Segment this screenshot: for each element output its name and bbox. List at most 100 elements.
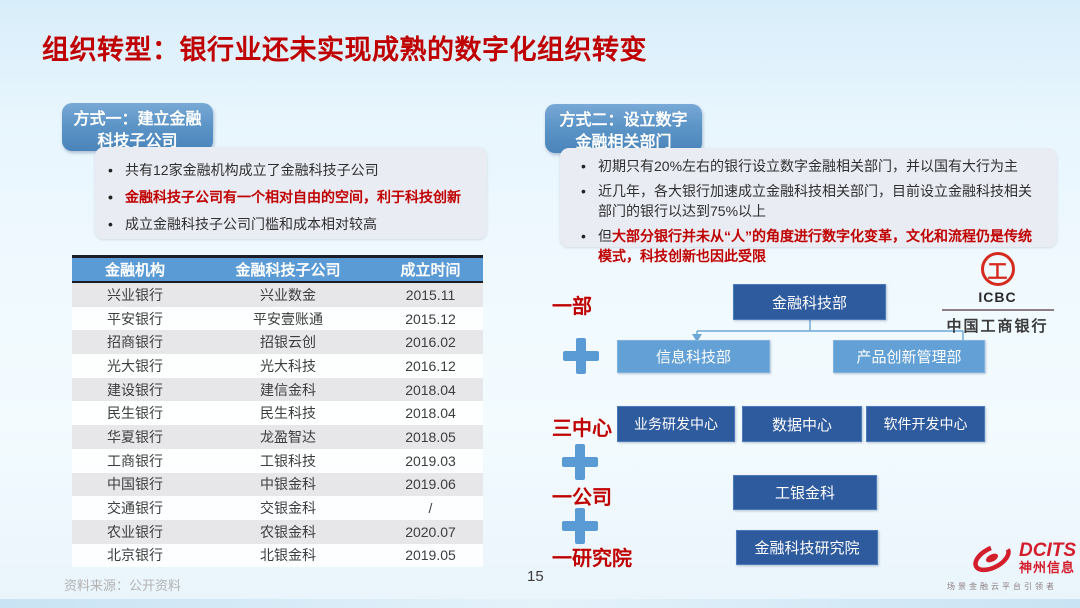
org-label-one-dept: 一部 — [552, 296, 592, 318]
page-number: 15 — [527, 568, 544, 585]
table-cell: 2016.12 — [405, 357, 456, 374]
table-cell: 2019.03 — [405, 452, 456, 469]
table-cell: 华夏银行 — [107, 428, 163, 445]
table-cell: 农业银行 — [107, 523, 163, 540]
method-two-badge: 方式二：设立数字 金融相关部门 — [545, 104, 702, 153]
table-cell: 民生科技 — [260, 405, 316, 422]
table-cell: 工银科技 — [260, 452, 316, 469]
table-row: 华夏银行 龙盈智达 2018.05 — [72, 425, 483, 449]
table-cell: 工商银行 — [107, 452, 163, 469]
icbc-logo: 工 ICBC 中国工商银行 — [935, 252, 1060, 336]
bullet-item: • 初期只有20%左右的银行设立数字金融相关部门，并以国有大行为主 — [581, 157, 1043, 177]
table-cell: 建信金科 — [260, 381, 316, 398]
table-cell: 北京银行 — [107, 547, 163, 564]
bullet-text: 但 — [598, 227, 612, 244]
plus-icon — [562, 444, 598, 480]
bullet-item: • 但大部分银行并未从“人”的角度进行数字化变革，文化和流程仍是传统模式，科技创新… — [581, 227, 1043, 267]
org-box-icbc-fintech-company: 工银金科 — [733, 475, 877, 510]
table-cell: 兴业银行 — [107, 286, 163, 303]
table-cell: 北银金科 — [260, 547, 316, 564]
badge-line: 方式一：建立金融 — [73, 111, 202, 128]
org-box-fintech-institute: 金融科技研究院 — [736, 530, 878, 565]
dcits-company: 神州信息 — [1019, 559, 1076, 575]
table-row: 兴业银行 兴业数金 2015.11 — [72, 283, 483, 307]
table-cell: 2019.06 — [405, 476, 456, 493]
org-label-one-company: 一公司 — [552, 487, 612, 509]
table-cell: 中银金科 — [260, 476, 316, 493]
bullet-text: 初期只有20%左右的银行设立数字金融相关部门，并以国有大行为主 — [598, 158, 1019, 174]
table-cell: 兴业数金 — [260, 286, 316, 303]
icbc-name: 中国工商银行 — [946, 318, 1049, 335]
org-connector-lines — [692, 320, 964, 342]
bullet-item: • 共有12家金融机构成立了金融科技子公司 — [108, 161, 477, 181]
org-box-software-dev-center: 软件开发中心 — [866, 406, 985, 442]
method-one-badge: 方式一：建立金融 科技子公司 — [62, 103, 213, 151]
bullet-item: • 近几年，各大银行加速成立金融科技相关部门，目前设立金融科技相关部门的银行以达到… — [581, 182, 1043, 222]
bullet-text: 近几年，各大银行加速成立金融科技相关部门，目前设立金融科技相关部门的银行以达到7… — [598, 182, 1032, 219]
table-cell: 2018.04 — [405, 381, 456, 398]
bullet-list: • 共有12家金融机构成立了金融科技子公司 • 金融科技子公司有一个相对自由的空间，… — [108, 161, 477, 235]
table-cell: 2018.05 — [405, 428, 456, 445]
bullet-icon: • — [108, 215, 113, 232]
dcits-swoosh-icon — [973, 543, 1011, 573]
table-cell: 中国银行 — [107, 476, 163, 493]
org-box-fintech-dept: 金融科技部 — [733, 284, 886, 320]
table-cell: / — [428, 500, 433, 517]
bullet-text: 金融科技子公司有一个相对自由的空间，利于科技创新 — [125, 188, 461, 205]
table-cell: 2016.02 — [405, 334, 456, 351]
icbc-abbr: ICBC — [978, 289, 1017, 305]
bullet-icon: • — [108, 162, 113, 178]
plus-icon — [563, 338, 599, 374]
table-header-cell: 金融机构 — [104, 262, 165, 279]
bullet-icon: • — [581, 182, 586, 199]
table-cell: 农银金科 — [260, 523, 316, 540]
bullet-icon: • — [108, 188, 113, 205]
table-cell: 龙盈智达 — [260, 428, 316, 445]
badge-line: 方式二：设立数字 — [559, 112, 688, 129]
org-box-business-rd-center: 业务研发中心 — [617, 406, 735, 442]
table-cell: 交银金科 — [260, 500, 316, 517]
icbc-divider — [941, 309, 1054, 311]
table-row: 民生银行 民生科技 2018.04 — [72, 401, 483, 426]
bullet-text-emphasis: 大部分银行并未从“人”的角度进行数字化变革，文化和流程仍是传统模式，科技创新也因… — [598, 227, 1032, 264]
table-row: 光大银行 光大科技 2016.12 — [72, 354, 483, 378]
table-cell: 招商银行 — [107, 334, 163, 351]
org-box-data-center: 数据中心 — [742, 406, 862, 442]
table-row: 招商银行 招银云创 2016.02 — [72, 330, 483, 355]
method-two-notes: • 初期只有20%左右的银行设立数字金融相关部门，并以国有大行为主 • 近几年，各大… — [560, 148, 1057, 264]
org-box-product-innovation-dept: 产品创新管理部 — [833, 340, 985, 373]
table-row: 交通银行 交银金科 / — [72, 496, 483, 520]
table-cell: 平安银行 — [107, 310, 163, 327]
bullet-list: • 初期只有20%左右的银行设立数字金融相关部门，并以国有大行为主 • 近几年，各大… — [581, 157, 1043, 267]
table-row: 中国银行 中银金科 2019.06 — [72, 472, 483, 497]
table-row: 农业银行 农银金科 2020.07 — [72, 519, 483, 544]
dcits-logo: DCITS 神州信息 场景金融云平台引领者 — [928, 540, 1076, 592]
table-row: 建设银行 建信金科 2018.04 — [72, 377, 483, 402]
table-cell: 招银云创 — [260, 334, 316, 351]
dcits-brand: DCITS — [1019, 539, 1076, 561]
table-cell: 交通银行 — [107, 500, 163, 517]
table-cell: 光大科技 — [260, 357, 316, 374]
table-row: 北京银行 北银金科 2019.05 — [72, 543, 483, 568]
bullet-icon: • — [581, 227, 586, 244]
table-cell: 2018.04 — [405, 405, 456, 422]
table-cell: 光大银行 — [107, 357, 163, 374]
bullet-item: • 金融科技子公司有一个相对自由的空间，利于科技创新 — [108, 188, 477, 208]
bullet-item: • 成立金融科技子公司门槛和成本相对较高 — [108, 215, 477, 235]
table-cell: 2015.11 — [405, 286, 456, 303]
table-header-cell: 成立时间 — [400, 262, 461, 279]
table-header-cell: 金融科技子公司 — [235, 262, 341, 279]
badge-line: 科技子公司 — [97, 132, 178, 150]
org-label-three-centers: 三中心 — [552, 418, 612, 440]
table-row: 平安银行 平安壹账通 2015.12 — [72, 306, 483, 331]
table-header-row: 金融机构 金融科技子公司 成立时间 — [72, 255, 483, 283]
source-note: 资料来源：公开资料 — [64, 578, 182, 593]
plus-icon — [562, 508, 598, 544]
bullet-icon: • — [581, 158, 586, 174]
table-cell: 2019.05 — [405, 547, 456, 564]
bullet-text: 成立金融科技子公司门槛和成本相对较高 — [125, 215, 377, 232]
table-cell: 民生银行 — [107, 405, 163, 422]
table-body: 兴业银行 兴业数金 2015.11 平安银行 平安壹账通 2015.12 招商银行 招银云创 2… — [72, 283, 483, 568]
table-row: 工商银行 工银科技 2019.03 — [72, 448, 483, 473]
